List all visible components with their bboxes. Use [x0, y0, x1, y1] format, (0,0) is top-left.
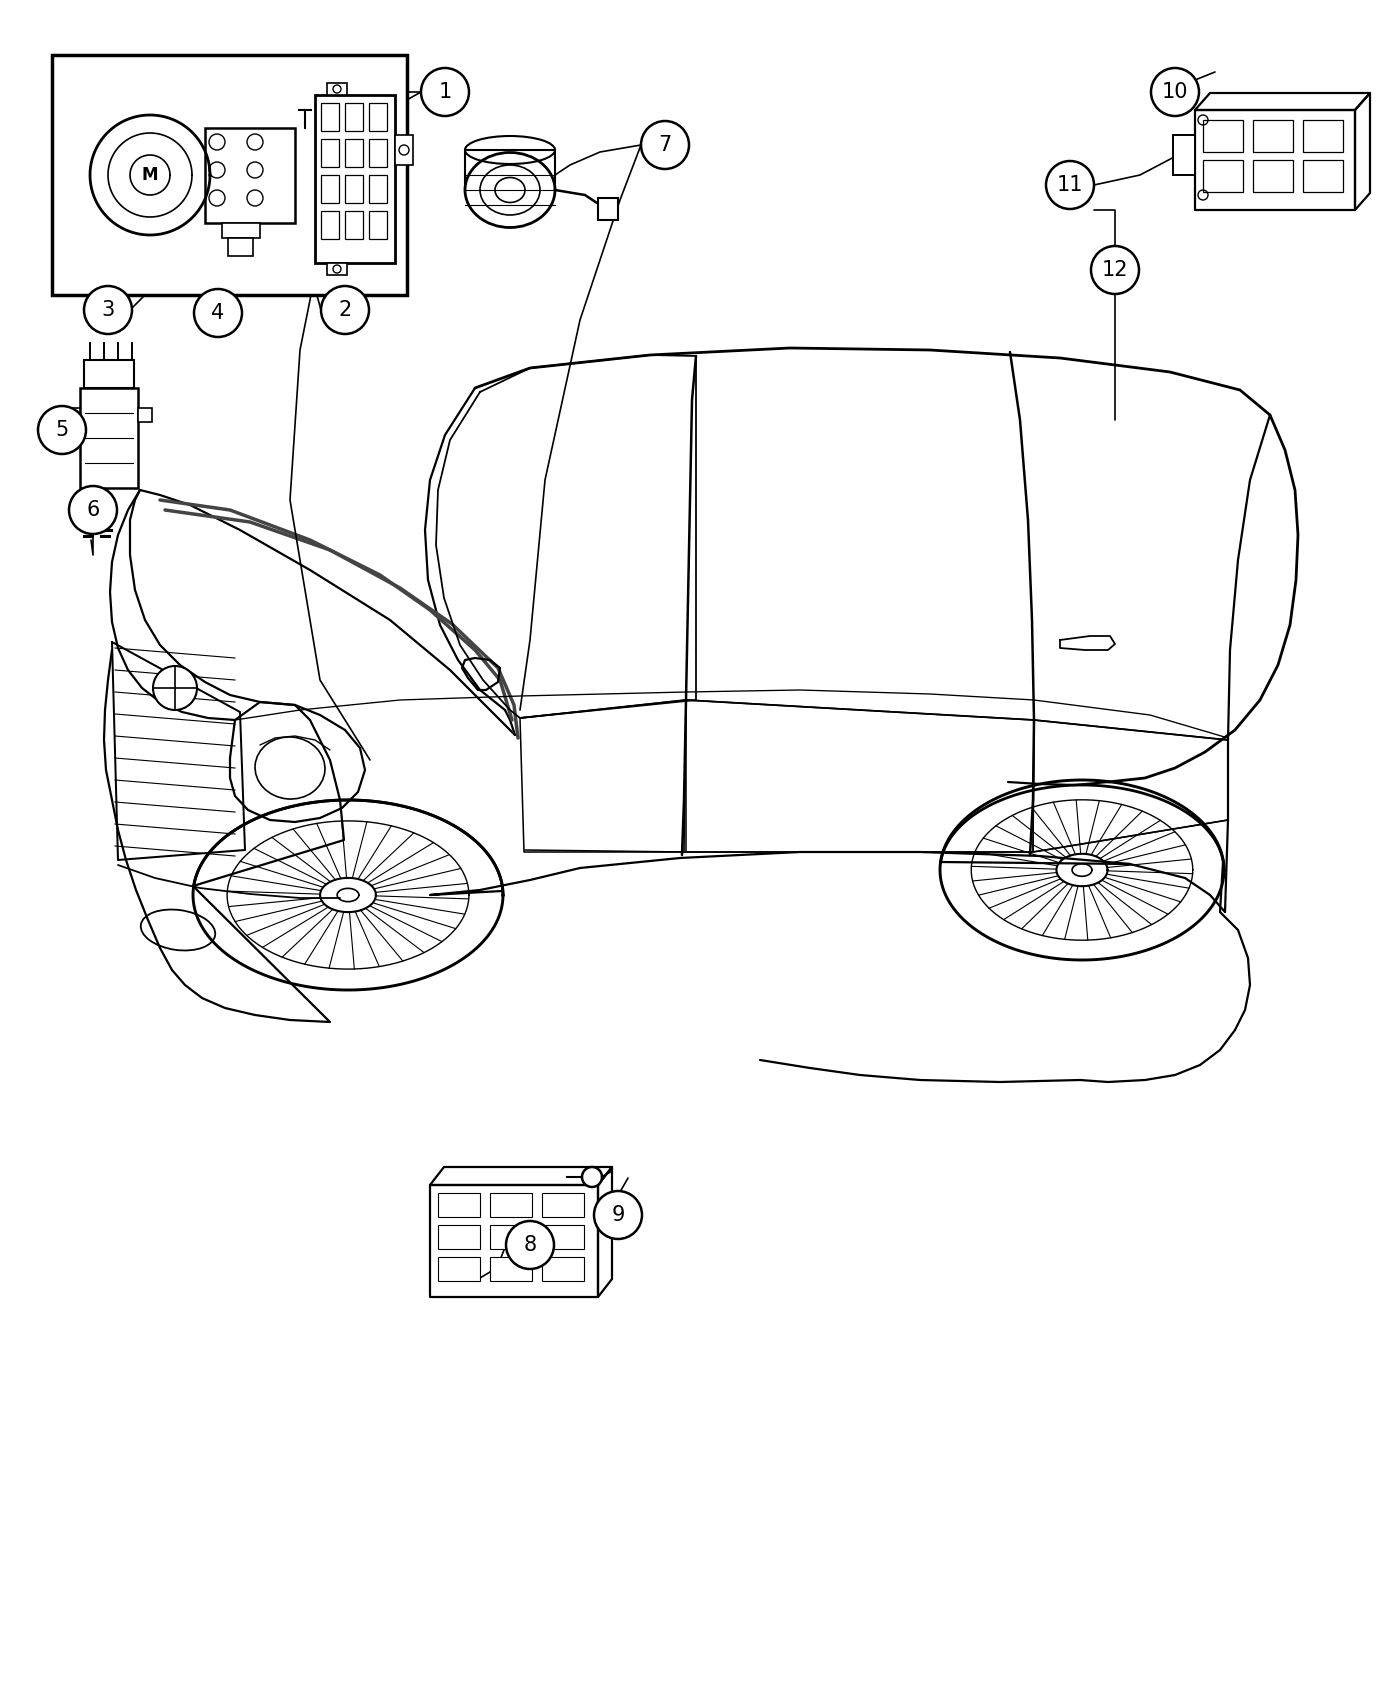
Text: 2: 2: [339, 299, 351, 320]
Bar: [598, 197, 617, 219]
Bar: [542, 1226, 584, 1250]
Bar: [315, 95, 395, 264]
Circle shape: [84, 286, 132, 333]
Bar: [321, 211, 339, 240]
Bar: [542, 1193, 584, 1217]
Bar: [1253, 121, 1294, 151]
Text: 3: 3: [101, 299, 115, 320]
Bar: [438, 1193, 480, 1217]
Text: 7: 7: [658, 134, 672, 155]
Bar: [1203, 121, 1243, 151]
Circle shape: [195, 289, 242, 337]
Bar: [370, 104, 386, 131]
Bar: [1253, 160, 1294, 192]
Bar: [490, 1256, 532, 1282]
Polygon shape: [1196, 94, 1371, 110]
Bar: [1303, 160, 1343, 192]
Bar: [344, 211, 363, 240]
Circle shape: [505, 1221, 554, 1268]
Text: 10: 10: [1162, 82, 1189, 102]
Bar: [370, 211, 386, 240]
Circle shape: [1151, 68, 1198, 116]
Polygon shape: [1196, 110, 1355, 211]
Polygon shape: [598, 1166, 612, 1297]
Text: 9: 9: [612, 1205, 624, 1226]
Text: M: M: [141, 167, 158, 184]
Circle shape: [594, 1192, 643, 1239]
Bar: [344, 104, 363, 131]
Bar: [1203, 160, 1243, 192]
Bar: [344, 139, 363, 167]
Bar: [52, 54, 407, 296]
Text: 11: 11: [1057, 175, 1084, 196]
Bar: [490, 1226, 532, 1250]
Circle shape: [421, 68, 469, 116]
Text: 8: 8: [524, 1234, 536, 1255]
Bar: [204, 128, 295, 223]
Bar: [223, 223, 260, 238]
Polygon shape: [430, 1166, 612, 1185]
Circle shape: [38, 406, 85, 454]
Bar: [321, 139, 339, 167]
Bar: [344, 175, 363, 202]
Circle shape: [1091, 246, 1140, 294]
Bar: [490, 1193, 532, 1217]
Text: 1: 1: [438, 82, 452, 102]
Circle shape: [321, 286, 370, 333]
Bar: [321, 104, 339, 131]
Bar: [1173, 134, 1196, 175]
Bar: [139, 408, 153, 422]
Polygon shape: [1355, 94, 1371, 211]
Bar: [321, 175, 339, 202]
Text: 6: 6: [87, 500, 99, 520]
Circle shape: [641, 121, 689, 168]
Circle shape: [69, 486, 118, 534]
Bar: [84, 360, 134, 388]
Bar: [395, 134, 413, 165]
Bar: [1303, 121, 1343, 151]
Text: 4: 4: [211, 303, 224, 323]
Bar: [438, 1256, 480, 1282]
Circle shape: [582, 1166, 602, 1187]
Circle shape: [1046, 162, 1093, 209]
Bar: [328, 264, 347, 275]
Bar: [66, 408, 80, 422]
Bar: [542, 1256, 584, 1282]
Bar: [370, 139, 386, 167]
Text: 12: 12: [1102, 260, 1128, 281]
Bar: [328, 83, 347, 95]
Polygon shape: [430, 1185, 598, 1297]
Bar: [370, 175, 386, 202]
Bar: [438, 1226, 480, 1250]
Text: 5: 5: [56, 420, 69, 440]
Circle shape: [153, 666, 197, 711]
Bar: [228, 238, 253, 257]
Bar: [80, 388, 139, 488]
